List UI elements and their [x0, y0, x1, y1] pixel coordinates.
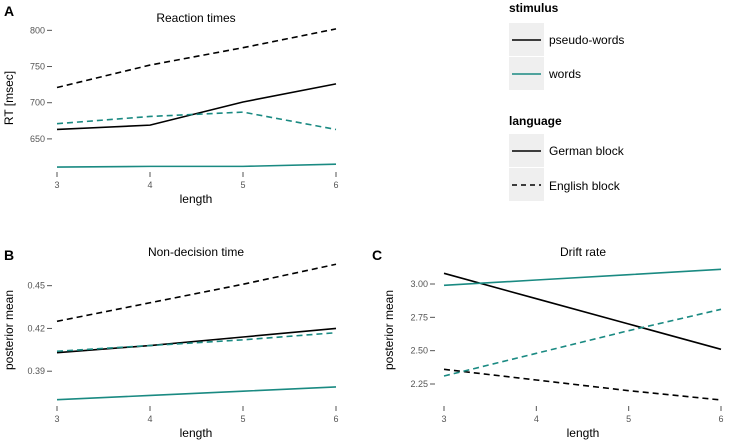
legend: stimulus pseudo-words words language Ger…	[509, 1, 625, 201]
panel-letter-a: A	[4, 3, 14, 19]
panel-reaction-times: A Reaction times length RT [msec] 3 4 5 6 65…	[2, 3, 339, 206]
series-line-pseudo-words-german-block	[443, 272, 722, 351]
x-tick-label: 6	[718, 414, 723, 424]
x-tick-label: 5	[240, 414, 245, 424]
y-tick-label: 700	[30, 98, 45, 108]
y-tick-label: 2.75	[410, 312, 428, 322]
legend-label-pseudo-words: pseudo-words	[549, 33, 624, 47]
x-axis-title: length	[180, 192, 213, 206]
panel-non-decision-time: B Non-decision time length posterior mea…	[2, 245, 339, 440]
series-line-pseudo-words-german-block	[56, 83, 337, 131]
legend-keys-stimulus	[509, 23, 544, 90]
legend-label-words: words	[548, 67, 581, 81]
x-tick-label: 5	[240, 180, 245, 190]
legend-label-german-block: German block	[549, 144, 625, 158]
x-tick-label: 3	[54, 414, 59, 424]
series-lines	[56, 263, 337, 401]
series-line-words-english-block	[56, 111, 337, 131]
panel-title: Reaction times	[156, 11, 235, 25]
panel-title: Drift rate	[560, 245, 606, 259]
y-tick-label: 800	[30, 25, 45, 35]
series-line-words-german-block	[443, 268, 722, 287]
y-tick-label: 650	[30, 134, 45, 144]
ticks: 3 4 5 6 0.39 0.42 0.45	[27, 281, 338, 424]
series-line-words-german-block	[56, 163, 337, 168]
panel-title: Non-decision time	[148, 245, 244, 259]
y-axis-title: posterior mean	[2, 290, 16, 370]
x-tick-label: 5	[626, 414, 631, 424]
ticks: 3 4 5 6 2.25 2.50 2.75 3.00	[410, 279, 723, 424]
x-tick-label: 4	[147, 180, 152, 190]
series-lines	[56, 28, 337, 168]
panel-letter-c: C	[372, 247, 382, 263]
y-tick-label: 0.42	[27, 323, 45, 333]
x-axis-title: length	[180, 426, 213, 440]
series-line-words-english-block	[56, 331, 337, 353]
series-line-pseudo-words-english-block	[56, 263, 337, 323]
legend-title-stimulus: stimulus	[509, 1, 559, 15]
x-tick-label: 3	[441, 414, 446, 424]
x-tick-label: 6	[333, 414, 338, 424]
y-tick-label: 3.00	[410, 279, 428, 289]
legend-keys-language	[509, 134, 544, 201]
legend-title-language: language	[509, 114, 562, 128]
y-axis-title: RT [msec]	[2, 71, 16, 125]
series-line-pseudo-words-german-block	[56, 327, 337, 354]
series-line-pseudo-words-english-block	[56, 28, 337, 89]
y-tick-label: 0.45	[27, 281, 45, 291]
x-tick-label: 6	[333, 180, 338, 190]
y-tick-label: 750	[30, 62, 45, 72]
panel-letter-b: B	[4, 247, 14, 263]
x-tick-label: 3	[54, 180, 59, 190]
y-tick-label: 2.50	[410, 346, 428, 356]
x-tick-label: 4	[147, 414, 152, 424]
series-line-pseudo-words-english-block	[443, 368, 722, 401]
panel-drift-rate: C Drift rate length posterior mean 3 4 5 6 2…	[372, 245, 724, 440]
legend-label-english-block: English block	[549, 179, 621, 193]
y-tick-label: 0.39	[27, 366, 45, 376]
series-line-words-english-block	[443, 308, 722, 377]
y-axis-title: posterior mean	[382, 290, 396, 370]
series-line-words-german-block	[56, 386, 337, 401]
x-axis-title: length	[567, 426, 600, 440]
x-tick-label: 4	[534, 414, 539, 424]
ticks: 3 4 5 6 650 700 750 800	[30, 25, 339, 190]
series-lines	[443, 268, 722, 401]
y-tick-label: 2.25	[410, 379, 428, 389]
